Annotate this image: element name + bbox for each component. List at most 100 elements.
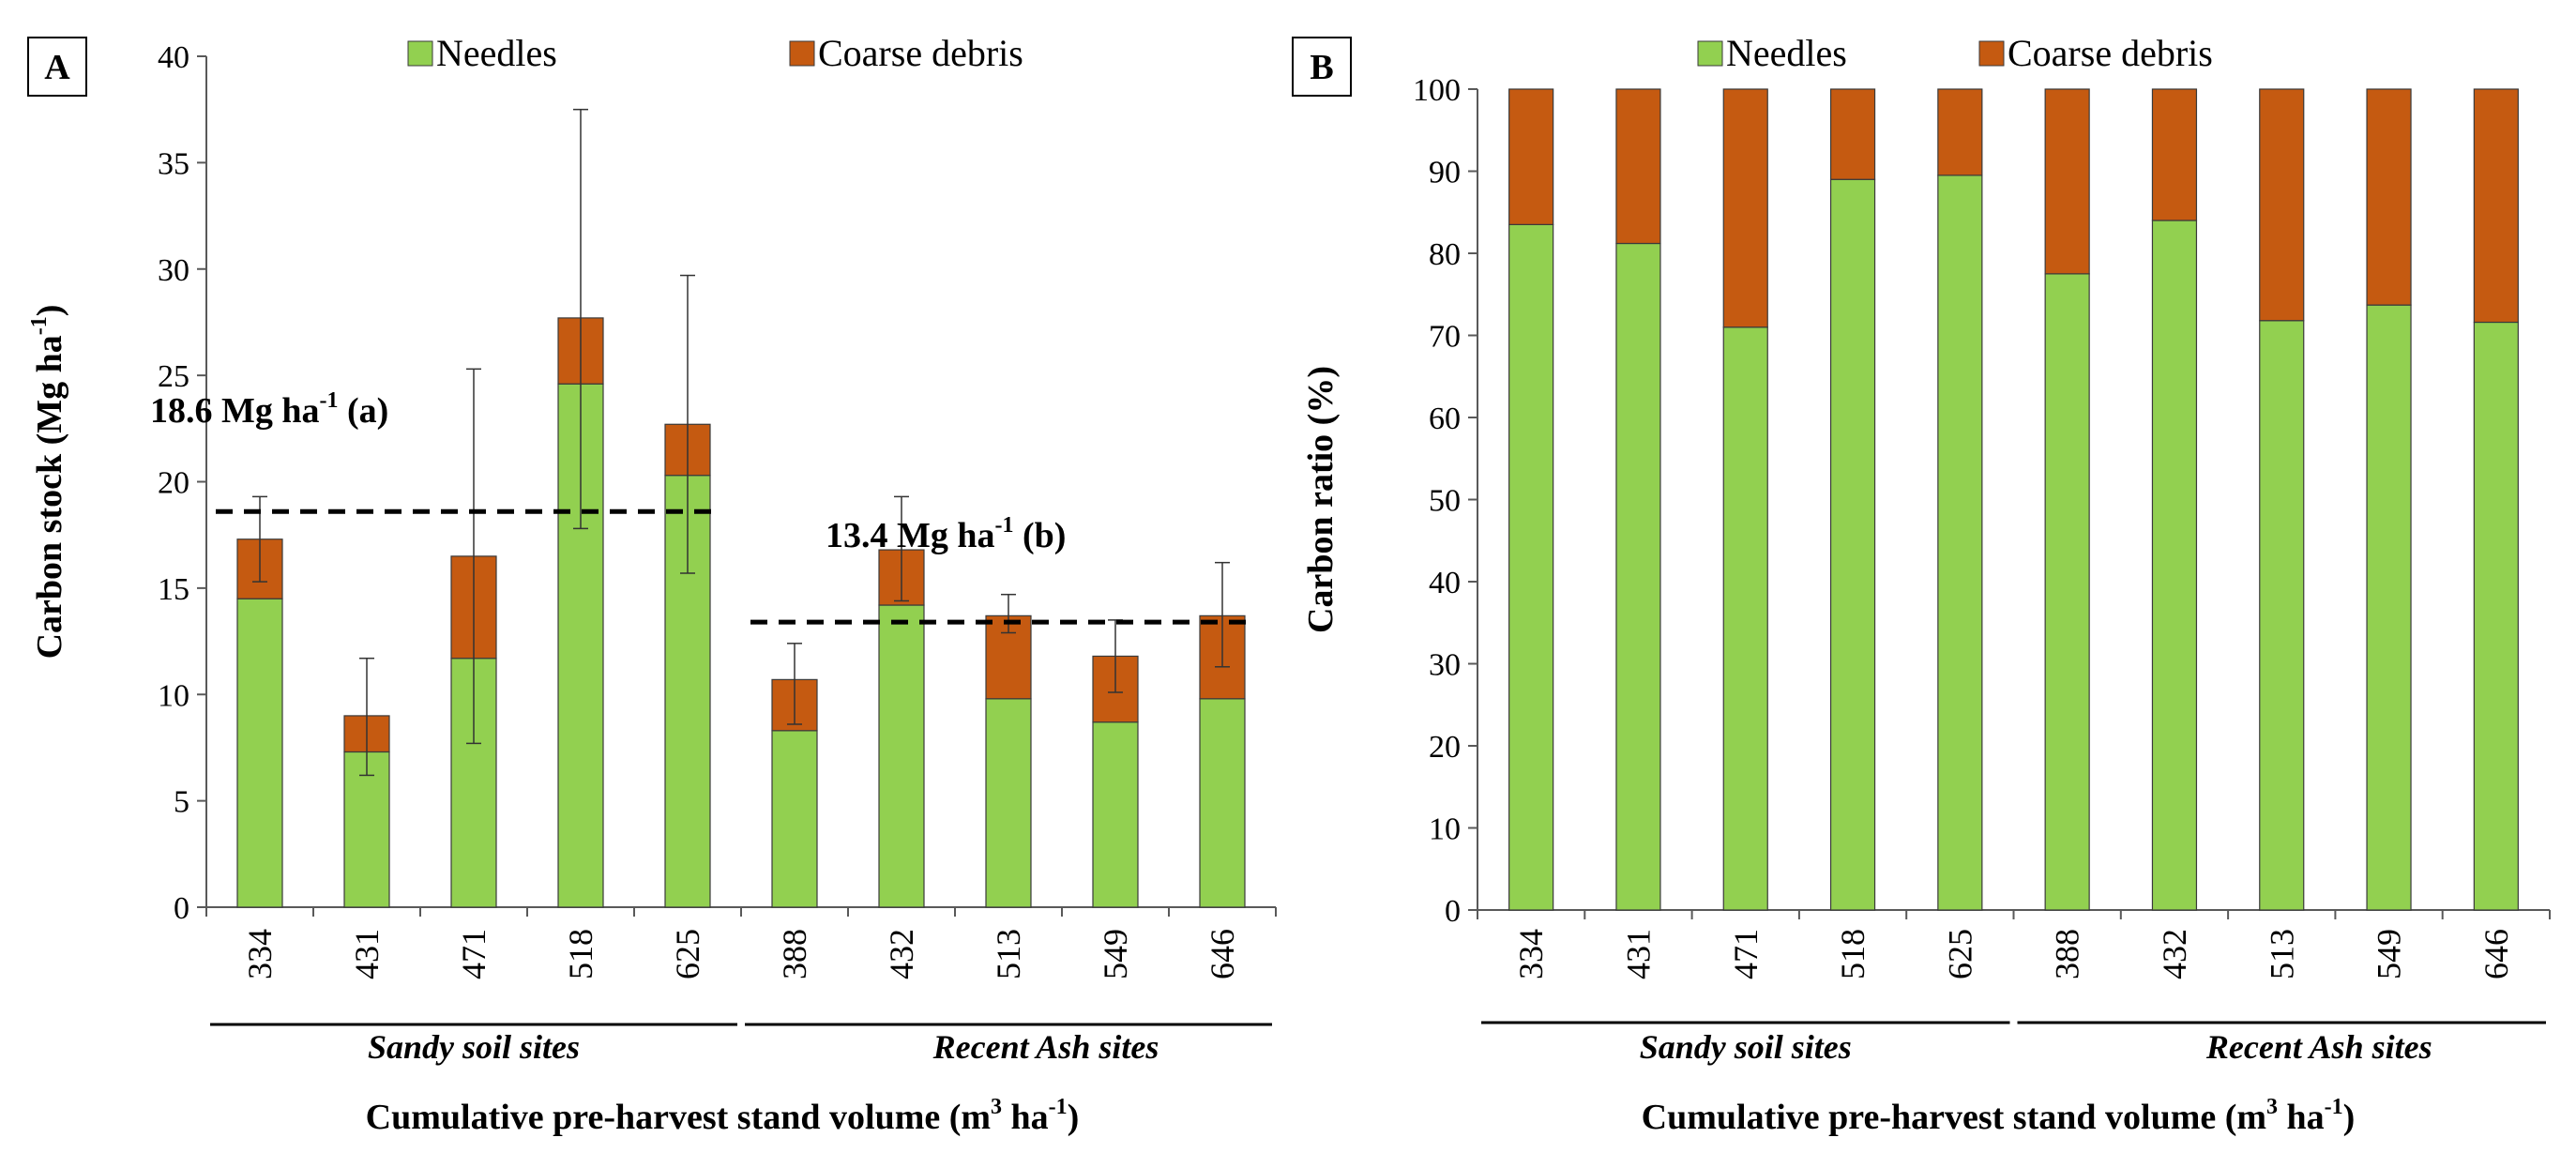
x-tick-label: 513 — [990, 929, 1027, 979]
x-tick-label: 431 — [348, 929, 386, 979]
y-tick-label: 20 — [1429, 730, 1461, 765]
legend-swatch-needles — [1697, 40, 1723, 67]
y-tick-label: 30 — [158, 253, 189, 288]
legend-swatch-needles — [407, 40, 433, 67]
y-tick-label: 35 — [158, 146, 189, 181]
x-axis-title-end: ) — [2343, 1098, 2356, 1137]
bar-needles — [985, 698, 1032, 908]
panel-a: A Needles Coarse debris 0 5 10 15 20 25 30 35 40 334… — [27, 32, 1277, 1137]
y-tick-label: 25 — [158, 359, 189, 394]
bar-coarse-debris — [1508, 88, 1554, 225]
y-axis-title-text: Carbon ratio (%) — [1301, 366, 1341, 633]
mean-annotation-suffix: (b) — [1014, 516, 1067, 555]
y-tick-label: 15 — [158, 572, 189, 607]
bar-needles — [2366, 304, 2412, 911]
y-tick-label: 20 — [158, 466, 189, 501]
panel-b: B Needles Coarse debris 0 10 20 30 40 50 60 70 80 90… — [1292, 32, 2551, 1137]
y-tick-label: 10 — [158, 678, 189, 713]
x-axis-title-end: ) — [1068, 1098, 1080, 1137]
bar-needles — [1508, 223, 1554, 911]
bar-needles — [2044, 273, 2090, 911]
x-tick-label: 625 — [1941, 929, 1978, 979]
y-tick-label: 5 — [174, 785, 189, 820]
y-axis-title: Carbon ratio (%) — [1301, 366, 1341, 633]
x-axis-title-mid: ha — [1002, 1098, 1049, 1137]
bar-coarse-debris — [2151, 88, 2198, 221]
bar-coarse-debris — [2259, 88, 2305, 322]
x-tick-label: 518 — [562, 929, 599, 979]
x-tick-label: 549 — [2371, 929, 2408, 979]
y-tick-label: 0 — [1445, 894, 1461, 929]
x-axis-title-text: Cumulative pre-harvest stand volume (m — [366, 1098, 991, 1137]
y-tick-label: 90 — [1429, 156, 1461, 190]
y-tick-label: 60 — [1429, 402, 1461, 436]
y-tick-label: 70 — [1429, 320, 1461, 355]
x-axis-title-sup: 3 — [2266, 1095, 2278, 1119]
bar-needles — [2473, 321, 2519, 911]
x-tick-label: 471 — [455, 929, 492, 979]
bar-coarse-debris — [2473, 88, 2519, 324]
mean-annotation-sup: -1 — [320, 388, 339, 413]
x-tick-label: 549 — [1097, 929, 1134, 979]
mean-annotation-text: 13.4 Mg ha — [826, 516, 995, 555]
bar-needles — [1722, 326, 1768, 911]
mean-annotation: 13.4 Mg ha-1 (b) — [826, 513, 1066, 555]
y-tick-label: 100 — [1413, 73, 1461, 108]
bar-needles — [1092, 721, 1139, 908]
x-tick-label: 334 — [1512, 929, 1550, 979]
mean-annotation-suffix: (a) — [339, 391, 389, 431]
bar-coarse-debris — [2366, 88, 2412, 306]
bar-needles — [2259, 320, 2305, 911]
bar-coarse-debris — [1829, 88, 1876, 180]
y-axis-title-text: Carbon stock (Mg ha — [30, 335, 69, 659]
bar-needles — [771, 730, 818, 908]
x-tick-label: 431 — [1619, 929, 1657, 979]
bar-coarse-debris — [1722, 88, 1768, 328]
bar-coarse-debris — [2044, 88, 2090, 275]
x-tick-label: 388 — [776, 929, 813, 979]
x-tick-label: 334 — [241, 929, 279, 979]
x-axis-title-sup2: -1 — [2325, 1095, 2343, 1119]
bar-coarse-debris — [1937, 88, 1983, 176]
group-label: Recent Ash sites — [932, 1028, 1159, 1066]
panel-letter: B — [1310, 48, 1333, 87]
x-axis-title: Cumulative pre-harvest stand volume (m3 … — [366, 1095, 1080, 1137]
bar-needles — [1199, 698, 1246, 908]
bar-needles — [1829, 178, 1876, 911]
x-tick-label: 646 — [2478, 929, 2515, 979]
x-axis-title-sup2: -1 — [1049, 1095, 1068, 1119]
y-tick-label: 40 — [158, 40, 189, 75]
bar-needles — [1937, 174, 1983, 911]
bar-coarse-debris — [1615, 88, 1661, 245]
bar-needles — [1615, 242, 1661, 911]
panel-letter-box — [1292, 37, 1352, 97]
group-label: Recent Ash sites — [2205, 1028, 2432, 1066]
bar-needles — [878, 604, 925, 908]
x-tick-label: 432 — [883, 929, 920, 979]
x-tick-label: 646 — [1204, 929, 1241, 979]
bar-needles — [236, 598, 283, 908]
panel-letter-box — [27, 37, 87, 97]
x-axis-title-mid: ha — [2278, 1098, 2325, 1137]
y-axis-title-sup: -1 — [27, 316, 52, 335]
mean-annotation-text: 18.6 Mg ha — [150, 391, 320, 431]
group-label: Sandy soil sites — [368, 1028, 580, 1066]
legend-swatch-coarse-debris — [789, 40, 815, 67]
legend-swatch-coarse-debris — [1978, 40, 2005, 67]
x-tick-label: 432 — [2156, 929, 2193, 979]
mean-annotation-sup: -1 — [995, 513, 1014, 538]
mean-annotation: 18.6 Mg ha-1 (a) — [150, 388, 388, 431]
bar-needles — [2151, 220, 2198, 911]
x-axis-title-text: Cumulative pre-harvest stand volume (m — [1642, 1098, 2266, 1137]
x-axis-title-sup: 3 — [991, 1095, 1002, 1119]
legend-label-coarse-debris: Coarse debris — [2008, 32, 2213, 74]
bar-needles — [343, 751, 390, 908]
x-axis-title: Cumulative pre-harvest stand volume (m3 … — [1642, 1095, 2356, 1137]
y-tick-label: 30 — [1429, 648, 1461, 683]
x-tick-label: 625 — [669, 929, 706, 979]
legend-label-coarse-debris: Coarse debris — [818, 32, 1023, 74]
y-tick-label: 50 — [1429, 484, 1461, 519]
x-tick-label: 518 — [1834, 929, 1871, 979]
y-tick-label: 0 — [174, 891, 189, 926]
